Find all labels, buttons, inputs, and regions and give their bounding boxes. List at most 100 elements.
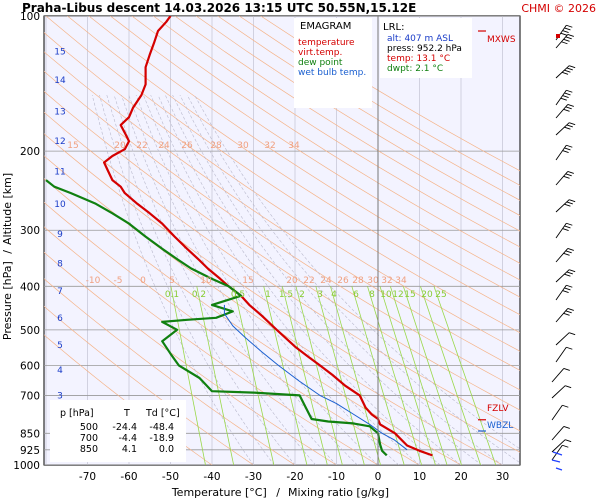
barb-flag — [569, 199, 576, 203]
mixing-ratio-line — [367, 286, 423, 465]
barb-flag — [569, 122, 576, 126]
wind-barb — [555, 284, 573, 301]
isotherm-label-200: 22 — [136, 141, 147, 151]
moist-adiabat — [106, 95, 296, 465]
mxws-label: MXWS — [487, 35, 516, 45]
moist-adiabat — [121, 95, 337, 465]
dry-adiabat — [44, 278, 296, 465]
barb-shaft — [551, 444, 563, 461]
altitude-tick-label: 15 — [54, 48, 65, 58]
moist-adiabat — [165, 94, 462, 465]
dry-adiabat — [67, 16, 520, 316]
altitude-tick-label: 6 — [57, 314, 63, 324]
barb-flag — [564, 287, 571, 291]
barb-flag — [564, 126, 571, 130]
wind-barb — [555, 222, 573, 239]
isotherm-label-200: 30 — [237, 141, 249, 151]
mixing-ratio-line — [402, 286, 462, 465]
mixing-ratio-label: 10 — [380, 290, 392, 300]
dry-adiabat — [45, 16, 520, 334]
barb-flag — [565, 439, 572, 443]
barb-flag — [564, 225, 571, 229]
legend-virt-temp: virt.temp. — [298, 48, 342, 58]
mixing-ratio-label: 1.5 — [279, 290, 293, 300]
barb-flag — [567, 247, 574, 251]
mixing-ratio-line — [295, 286, 343, 465]
table-cell: 850 — [80, 444, 98, 455]
mixing-ratio-label: 12 — [392, 290, 403, 300]
dry-adiabat — [88, 16, 520, 298]
mixing-ratio-line — [379, 286, 436, 465]
barb-shaft — [551, 439, 566, 453]
isotherm-label-400: 5 — [169, 276, 175, 286]
mixing-ratio-line — [170, 286, 206, 465]
y-tick-label: 300 — [20, 225, 40, 237]
wind-profile — [551, 24, 576, 471]
wind-barb — [555, 269, 576, 283]
altitude-tick-label: 4 — [57, 366, 63, 376]
barb-flag — [565, 250, 572, 254]
wind-barb — [555, 89, 573, 106]
barb-flag — [567, 307, 574, 311]
table-header-t: T — [123, 408, 130, 419]
x-axis-label: Temperature [°C] — [171, 486, 267, 499]
lrl-box: LRL: alt: 407 m ASL press: 952.2 hPa tem… — [380, 18, 472, 78]
mxws-marker — [556, 34, 560, 38]
isotherm-label-400: 30 — [367, 276, 379, 286]
altitude-tick-label: 12 — [54, 137, 65, 147]
mixing-ratio-label: 1 — [265, 290, 271, 300]
isotherm-label-200: 24 — [158, 141, 170, 151]
barb-flag — [563, 38, 570, 42]
altitude-tick-label: 10 — [54, 200, 66, 210]
dry-adiabat — [44, 70, 520, 391]
barb-flag — [566, 24, 573, 28]
chart-title: Praha-Libus descent 14.03.2026 13:15 UTC… — [22, 1, 416, 15]
mixing-ratio-label: 8 — [369, 290, 375, 300]
dry-adiabat — [153, 16, 520, 248]
barb-shaft — [555, 104, 569, 119]
wind-barb — [555, 346, 573, 363]
wind-barb — [551, 439, 572, 453]
barb-flag — [569, 332, 576, 336]
isotherm-label-200: 34 — [288, 141, 300, 151]
barb-shaft — [555, 346, 567, 363]
barb-flag — [564, 92, 571, 96]
y-tick-label: 400 — [20, 281, 40, 293]
legend-dew-point: dew point — [298, 58, 343, 68]
wind-barb — [555, 144, 573, 161]
altitude-tick-label: 3 — [57, 391, 63, 401]
barb-shaft — [551, 385, 566, 399]
y-tick-label: 500 — [20, 325, 40, 337]
wind-barb — [555, 33, 574, 49]
barb-flag — [566, 89, 573, 93]
x-axis-title: Temperature [°C] / Mixing ratio [g/kg] — [171, 486, 389, 499]
isotherm-label-400: 20 — [286, 276, 298, 286]
barb-shaft — [555, 199, 570, 213]
x-tick-label: -70 — [79, 471, 96, 483]
x-axis-separator: / — [276, 486, 280, 499]
y-tick-label: 925 — [20, 445, 40, 457]
barb-flag — [565, 173, 572, 177]
barb-flag — [562, 30, 569, 33]
mixing-ratio-line — [196, 286, 235, 465]
dry-adiabat — [217, 16, 520, 201]
dry-adiabat — [44, 305, 254, 465]
y-tick-label: 100 — [20, 11, 40, 23]
wind-barb — [555, 199, 576, 213]
barb-flag — [564, 203, 571, 207]
altitude-tick-label: 11 — [54, 168, 65, 178]
svg-text:Pressure [hPa] /: Pressure [hPa] / — [1, 250, 14, 340]
wind-barb — [555, 247, 574, 263]
isotherm-label-400: -5 — [114, 276, 123, 286]
x-axis-label-2: Mixing ratio [g/kg] — [288, 486, 389, 499]
dry-adiabat — [44, 32, 520, 352]
mixing-ratio-line — [330, 286, 381, 465]
svg-text:Temperature [°C] /: Temperature [°C] / — [171, 486, 280, 499]
barb-flag — [569, 269, 576, 273]
wind-barb — [555, 307, 574, 323]
barb-flag — [560, 32, 567, 36]
dry-adiabat — [44, 111, 520, 432]
isotherm-label-400: -10 — [86, 276, 101, 286]
barb-flag — [566, 67, 573, 71]
moist-adiabat — [179, 94, 503, 465]
